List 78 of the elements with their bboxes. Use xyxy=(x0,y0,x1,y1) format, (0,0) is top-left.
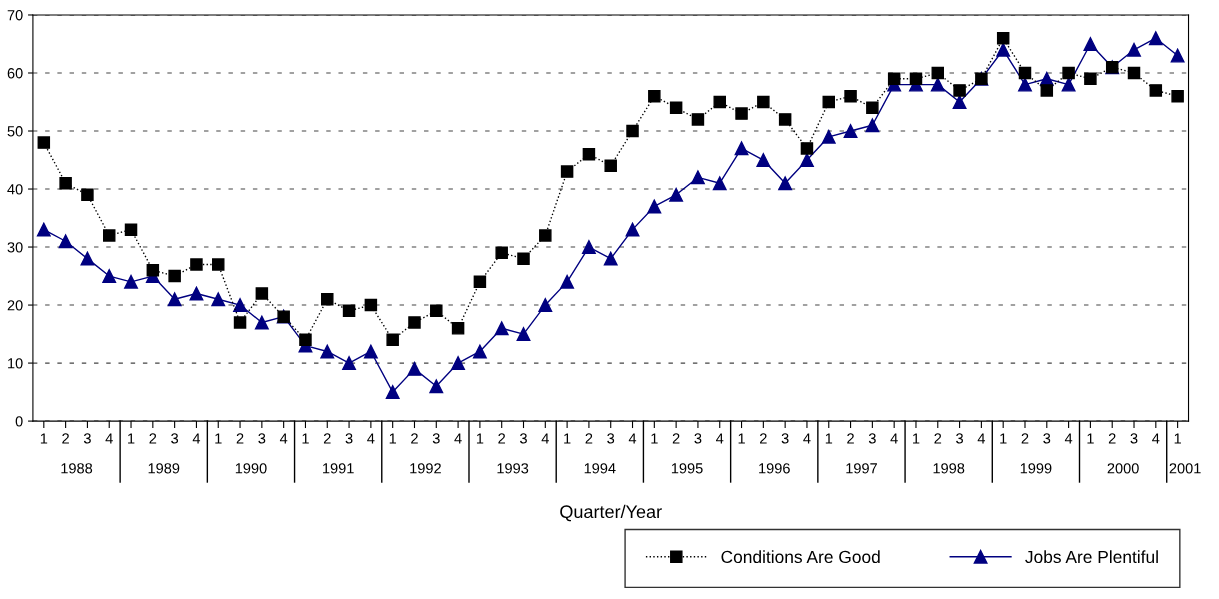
x-tick-label: 2 xyxy=(498,433,506,444)
text: 1995 xyxy=(671,463,703,474)
x-tick-label: 1 xyxy=(913,433,920,444)
x-tick-label: 4 xyxy=(105,433,113,444)
x-tick-label: 4 xyxy=(628,433,637,444)
x-tick-label: 1 xyxy=(389,433,397,444)
text: 2001 xyxy=(1169,463,1201,474)
y-tick-label: 50 xyxy=(7,126,23,137)
x-tick-label: 2 xyxy=(62,433,69,444)
x-tick-label: 3 xyxy=(432,433,440,444)
x-tick-label: 1 xyxy=(1174,433,1181,444)
y-tick-label: 60 xyxy=(7,68,23,79)
x-tick-label: 2 xyxy=(236,433,244,444)
x-axis-title: Quarter/Year xyxy=(560,504,662,522)
x-tick-label: 1 xyxy=(825,433,833,444)
x-tick-label: 4 xyxy=(716,433,724,444)
text: 1998 xyxy=(933,463,965,474)
x-tick-label: 1 xyxy=(302,433,309,444)
x-tick-label: 4 xyxy=(541,433,549,444)
x-tick-label: 1 xyxy=(1000,433,1007,444)
x-tick-label: 1 xyxy=(564,433,571,444)
x-tick-label: 3 xyxy=(694,433,702,444)
x-tick-label: 4 xyxy=(454,433,462,444)
x-tick-label: 4 xyxy=(367,433,375,444)
y-tick-label: 10 xyxy=(8,358,23,369)
x-tick-label: 3 xyxy=(1043,433,1051,444)
legend-label: Jobs Are Plentiful xyxy=(1025,550,1158,564)
text: 1994 xyxy=(584,463,616,474)
x-tick-label: 4 xyxy=(1152,433,1160,444)
y-tick-label: 40 xyxy=(7,184,23,195)
x-tick-label: 3 xyxy=(345,433,353,444)
x-tick-label: 2 xyxy=(149,433,157,444)
text: 1993 xyxy=(497,463,529,474)
x-tick-label: 4 xyxy=(890,433,898,444)
x-tick-label: 1 xyxy=(476,433,484,444)
x-tick-label: 3 xyxy=(171,433,179,444)
x-tick-label: 1 xyxy=(215,433,222,444)
x-tick-label: 2 xyxy=(1108,433,1116,444)
x-tick-label: 1 xyxy=(1087,433,1094,444)
x-tick-label: 1 xyxy=(40,433,48,444)
y-tick-label: 70 xyxy=(7,10,23,21)
x-tick-label: 1 xyxy=(738,433,745,444)
x-tick-label: 1 xyxy=(128,433,135,444)
text: 1989 xyxy=(148,463,180,474)
x-tick-label: 4 xyxy=(279,433,288,444)
text: 1988 xyxy=(61,463,93,474)
x-tick-label: 3 xyxy=(258,433,266,444)
x-tick-label: 4 xyxy=(803,433,811,444)
x-tick-label: 2 xyxy=(760,433,767,444)
x-tick-label: 2 xyxy=(934,433,942,444)
x-tick-label: 3 xyxy=(868,433,876,444)
x-tick-label: 2 xyxy=(1021,433,1029,444)
text: 1991 xyxy=(323,463,354,474)
x-tick-label: 3 xyxy=(1130,433,1138,444)
y-tick-label: 20 xyxy=(7,300,23,311)
legend-label: Conditions Are Good xyxy=(721,550,880,564)
x-tick-label: 3 xyxy=(607,433,615,444)
y-tick-label: 30 xyxy=(7,242,23,253)
x-tick-label: 3 xyxy=(83,433,91,444)
x-tick-label: 3 xyxy=(781,433,789,444)
y-tick-label: 0 xyxy=(15,416,23,427)
x-tick-label: 2 xyxy=(411,433,418,444)
text: 1996 xyxy=(759,463,790,474)
x-tick-label: 2 xyxy=(585,433,593,444)
text: 1997 xyxy=(846,463,877,474)
x-tick-label: 2 xyxy=(323,433,331,444)
text: 1992 xyxy=(410,463,441,474)
x-tick-label: 4 xyxy=(1064,433,1073,444)
x-tick-label: 2 xyxy=(672,433,680,444)
x-tick-label: 3 xyxy=(520,433,527,444)
text: 1999 xyxy=(1020,463,1052,474)
text: 2000 xyxy=(1107,463,1139,474)
x-tick-label: 3 xyxy=(956,433,963,444)
text: 1990 xyxy=(235,463,267,474)
x-tick-label: 4 xyxy=(977,433,986,444)
x-tick-label: 1 xyxy=(651,433,658,444)
x-tick-label: 2 xyxy=(847,433,854,444)
x-tick-label: 4 xyxy=(192,433,201,444)
